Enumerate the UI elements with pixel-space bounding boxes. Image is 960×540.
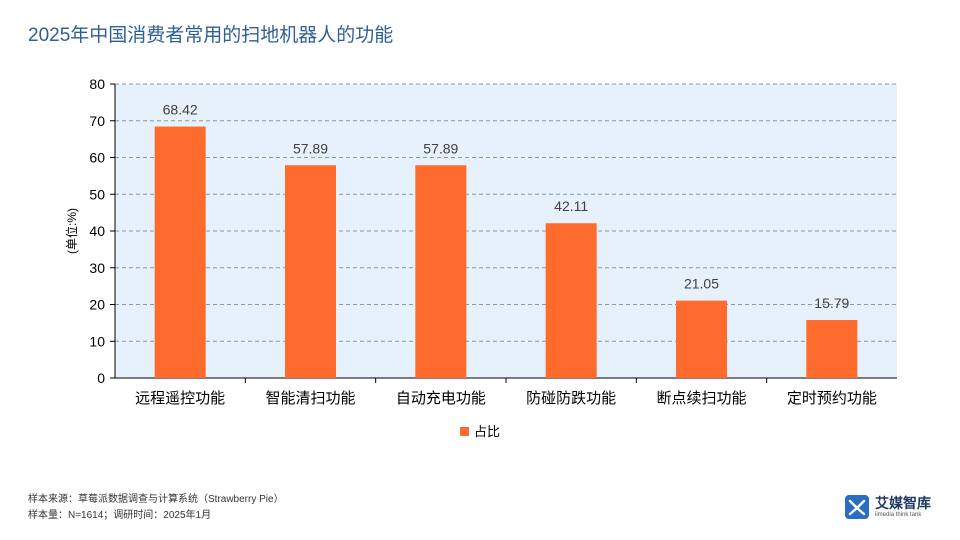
bar [545,223,597,378]
x-category-label: 远程遥控功能 [135,390,225,407]
bar [676,300,727,378]
footer-notes: 样本来源：草莓派数据调查与计算系统（Strawberry Pie） 样本量：N=… [28,492,284,524]
bar-value-label: 57.89 [423,140,458,156]
ai-media-logo-icon [845,495,869,519]
y-tick-label: 50 [89,186,105,202]
logo-subtitle: iimedia think tank [875,512,922,518]
y-tick-label: 60 [89,150,105,166]
plot-area [115,84,897,378]
logo-name: 艾媒智库 [875,495,931,511]
legend-label: 占比 [474,424,500,439]
x-category-label: 自动充电功能 [396,390,486,407]
bar-chart: 0 10 20 30 40 50 60 70 80 (单位:%) 68.42 远程遥控功能 57.89 智… [64,76,897,439]
y-axis-label: (单位:%) [64,208,79,254]
y-tick-label: 30 [89,260,105,276]
bar-value-label: 15.79 [814,295,849,311]
y-tick-label: 0 [97,370,105,386]
y-tick-label: 10 [89,333,105,349]
sample-note: 样本量：N=1614；调研时间：2025年1月 [28,510,212,521]
x-category-label: 防碰防跌功能 [526,390,616,407]
x-category-label: 定时预约功能 [787,390,877,407]
chart-title: 2025年中国消费者常用的扫地机器人的功能 [28,25,394,46]
bar [154,126,206,378]
x-category-label: 断点续扫功能 [656,390,746,407]
y-tick-label: 70 [89,113,105,129]
bar-value-label: 42.11 [554,198,588,214]
bar-value-label: 21.05 [684,276,719,292]
bar [285,165,336,378]
y-tick-label: 20 [89,297,105,313]
x-category-label: 智能清扫功能 [265,389,355,407]
y-tick-label: 80 [89,76,105,92]
brand-logo: 艾媒智库 iimedia think tank [845,495,931,519]
source-note: 样本来源：草莓派数据调查与计算系统（Strawberry Pie） [28,494,284,505]
legend-swatch [460,427,469,436]
bar-value-label: 68.42 [163,102,198,118]
bar [806,319,858,378]
bar-value-label: 57.89 [293,140,328,156]
bar [415,165,467,378]
y-tick-label: 40 [89,223,105,239]
